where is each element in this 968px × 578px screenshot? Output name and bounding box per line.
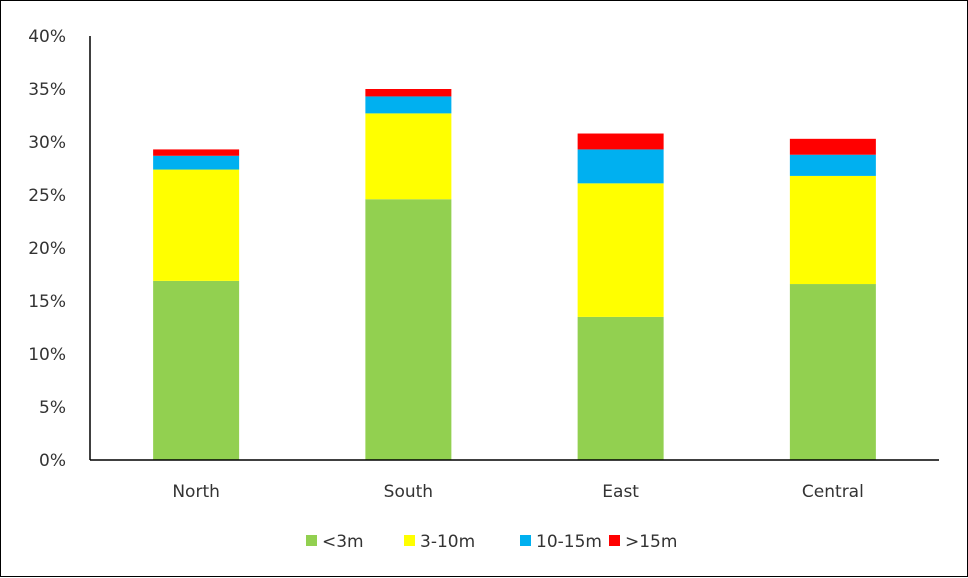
y-tick-label: 15% — [28, 292, 66, 312]
x-category-label: Central — [802, 482, 864, 502]
y-tick-label: 35% — [28, 80, 66, 100]
legend-label: >15m — [625, 532, 677, 552]
bar-segment — [789, 284, 876, 460]
legend-label: 3-10m — [420, 532, 475, 552]
legend-swatch — [404, 535, 415, 546]
bar-segment — [153, 155, 240, 170]
bar-segment — [789, 154, 876, 176]
y-tick-label: 20% — [28, 239, 66, 259]
y-tick-label: 25% — [28, 186, 66, 206]
legend-swatch — [306, 535, 317, 546]
y-tick-label: 10% — [28, 345, 66, 365]
legend-label: <3m — [322, 532, 364, 552]
x-category-label: South — [384, 482, 433, 502]
y-tick-label: 5% — [39, 398, 66, 418]
bar-segment — [365, 89, 452, 97]
bar-segment — [365, 199, 452, 461]
legend-label: 10-15m — [536, 532, 602, 552]
x-category-label: North — [172, 482, 220, 502]
bar-segment — [577, 149, 664, 184]
legend-swatch — [609, 535, 620, 546]
x-category-label: East — [602, 482, 639, 502]
bar-segment — [365, 113, 452, 200]
y-tick-label: 30% — [28, 133, 66, 153]
bar-segment — [577, 316, 664, 460]
legend-swatch — [520, 535, 531, 546]
y-tick-label: 40% — [28, 27, 66, 47]
bar-segment — [789, 175, 876, 285]
bar-segment — [365, 96, 452, 114]
bar-segment — [789, 138, 876, 155]
bar-segment — [577, 183, 664, 317]
bar-segment — [577, 133, 664, 150]
bar-segment — [153, 280, 240, 460]
bar-segment — [153, 169, 240, 281]
bar-segment — [153, 149, 240, 156]
y-tick-label: 0% — [39, 451, 66, 471]
